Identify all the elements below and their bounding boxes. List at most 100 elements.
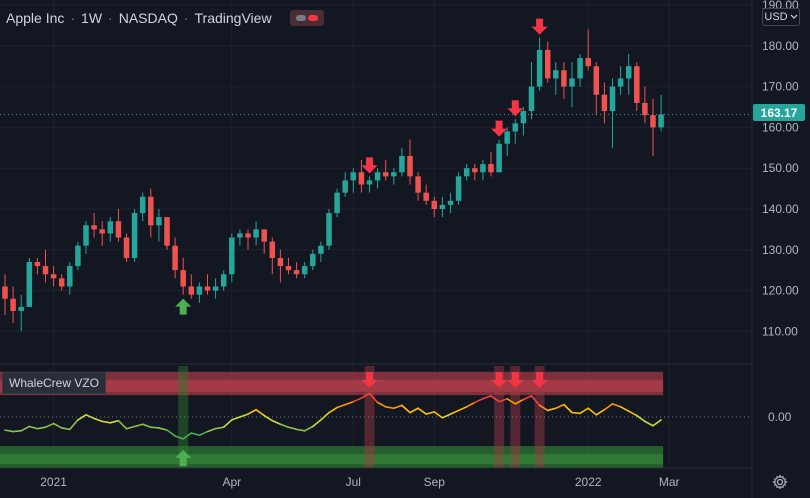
candle-body (58, 278, 65, 287)
symbol-name[interactable]: Apple Inc (6, 10, 65, 26)
sell-signal-column (494, 366, 505, 468)
candle-body (326, 213, 332, 246)
price-axis[interactable]: 110.00 120.00 130.00 140.00 150.00 160.00 170.… (762, 0, 799, 338)
candle-body (431, 200, 438, 209)
vzo-segment (360, 392, 371, 399)
vzo-line (4, 392, 662, 440)
vzo-segment (530, 395, 541, 407)
vzo-segment (376, 401, 387, 408)
candle-body (528, 86, 535, 112)
vzo-segment (231, 416, 241, 421)
candle-body (447, 200, 454, 205)
vzo-segment (36, 426, 47, 430)
candle-body (261, 229, 267, 242)
sell-arrow-icon (507, 372, 524, 388)
vzo-segment (417, 407, 428, 415)
oversold-zone-band (0, 454, 664, 465)
vzo-segment (4, 429, 14, 433)
vzo-segment (425, 411, 436, 415)
vzo-segment (69, 419, 79, 431)
vzo-segment (465, 401, 476, 408)
vzo-segment (328, 406, 338, 414)
chart-settings-button[interactable] (770, 472, 790, 492)
legend-toggle-button[interactable] (289, 10, 324, 26)
time-tick-label: 2022 (575, 475, 602, 489)
candle-body (156, 217, 162, 226)
candle-body (504, 131, 510, 144)
vzo-segment (255, 408, 266, 417)
vzo-segment (409, 407, 419, 414)
vzo-segment (344, 400, 355, 406)
vzo-segment (166, 429, 176, 437)
interval[interactable]: 1W (81, 10, 103, 26)
candle-body (229, 237, 235, 275)
time-tick-label: Apr (222, 475, 241, 489)
vzo-segment (295, 428, 306, 432)
main-pane-background (0, 0, 752, 364)
last-price-tag: 163.17 (753, 104, 805, 121)
price-tick-label: 170.00 (762, 80, 799, 94)
candle-body (269, 241, 276, 258)
vzo-segment (182, 432, 193, 440)
vzo-segment (141, 423, 152, 429)
vzo-segment (441, 413, 452, 419)
chart-header: Apple Inc · 1W · NASDAQ · TradingView (6, 8, 324, 28)
time-tick-label: 2021 (40, 475, 67, 489)
time-tick-label: Sep (424, 475, 446, 489)
candle-body (455, 176, 462, 201)
vzo-segment (482, 395, 492, 400)
candle-body (91, 225, 97, 230)
currency-selector[interactable]: USD (762, 8, 800, 26)
vzo-segment (311, 419, 322, 428)
candle-body (10, 298, 16, 311)
candle-body (488, 164, 494, 173)
vzo-segment (20, 425, 31, 432)
header-separator: · (70, 10, 76, 26)
gear-icon (772, 474, 788, 490)
vzo-segment (101, 420, 112, 424)
candle-body (617, 78, 624, 87)
price-tick-label: 160.00 (762, 120, 799, 134)
candle-body (423, 192, 429, 201)
sell-signal-column (364, 366, 375, 468)
vzo-segment (279, 423, 290, 429)
sell-arrow-icon (361, 157, 378, 174)
vzo-segment (611, 403, 622, 408)
vzo-segment (206, 427, 217, 433)
candle-body (253, 229, 259, 238)
vzo-segment (77, 414, 87, 421)
sell-arrow-icon (491, 120, 508, 137)
candle-body (107, 221, 114, 234)
vzo-segment (384, 405, 395, 410)
candle-body (553, 70, 559, 79)
sell-signal-column (534, 366, 545, 468)
candle-body (26, 262, 33, 307)
vzo-segment (619, 405, 630, 412)
vzo-segment (498, 397, 509, 403)
vzo-segment (320, 411, 330, 421)
candle-body (374, 172, 381, 181)
candle-body (310, 253, 316, 267)
candle-body (196, 286, 203, 295)
vzo-segment (174, 435, 184, 440)
vzo-segment (546, 407, 557, 412)
price-tick-label: 130.00 (762, 243, 799, 257)
vzo-segment (133, 423, 144, 428)
candle-body (585, 58, 591, 67)
candle-body (569, 78, 575, 87)
time-axis[interactable]: 2021 Apr Jul Sep 2022 Mar (40, 475, 679, 489)
candle-body (188, 286, 195, 295)
vzo-segment (239, 413, 249, 418)
vzo-segment (627, 410, 638, 417)
price-tick-label: 120.00 (762, 284, 799, 298)
buy-arrow-icon (175, 450, 192, 466)
candle-body (399, 155, 405, 173)
toggle-dot-icon (295, 15, 306, 21)
vzo-segment (247, 408, 257, 415)
candle-body (520, 111, 527, 124)
indicator-legend[interactable]: WhaleCrew VZO (2, 372, 107, 394)
candle-body (237, 233, 243, 238)
candle-body (496, 143, 502, 173)
vzo-segment (198, 430, 209, 437)
